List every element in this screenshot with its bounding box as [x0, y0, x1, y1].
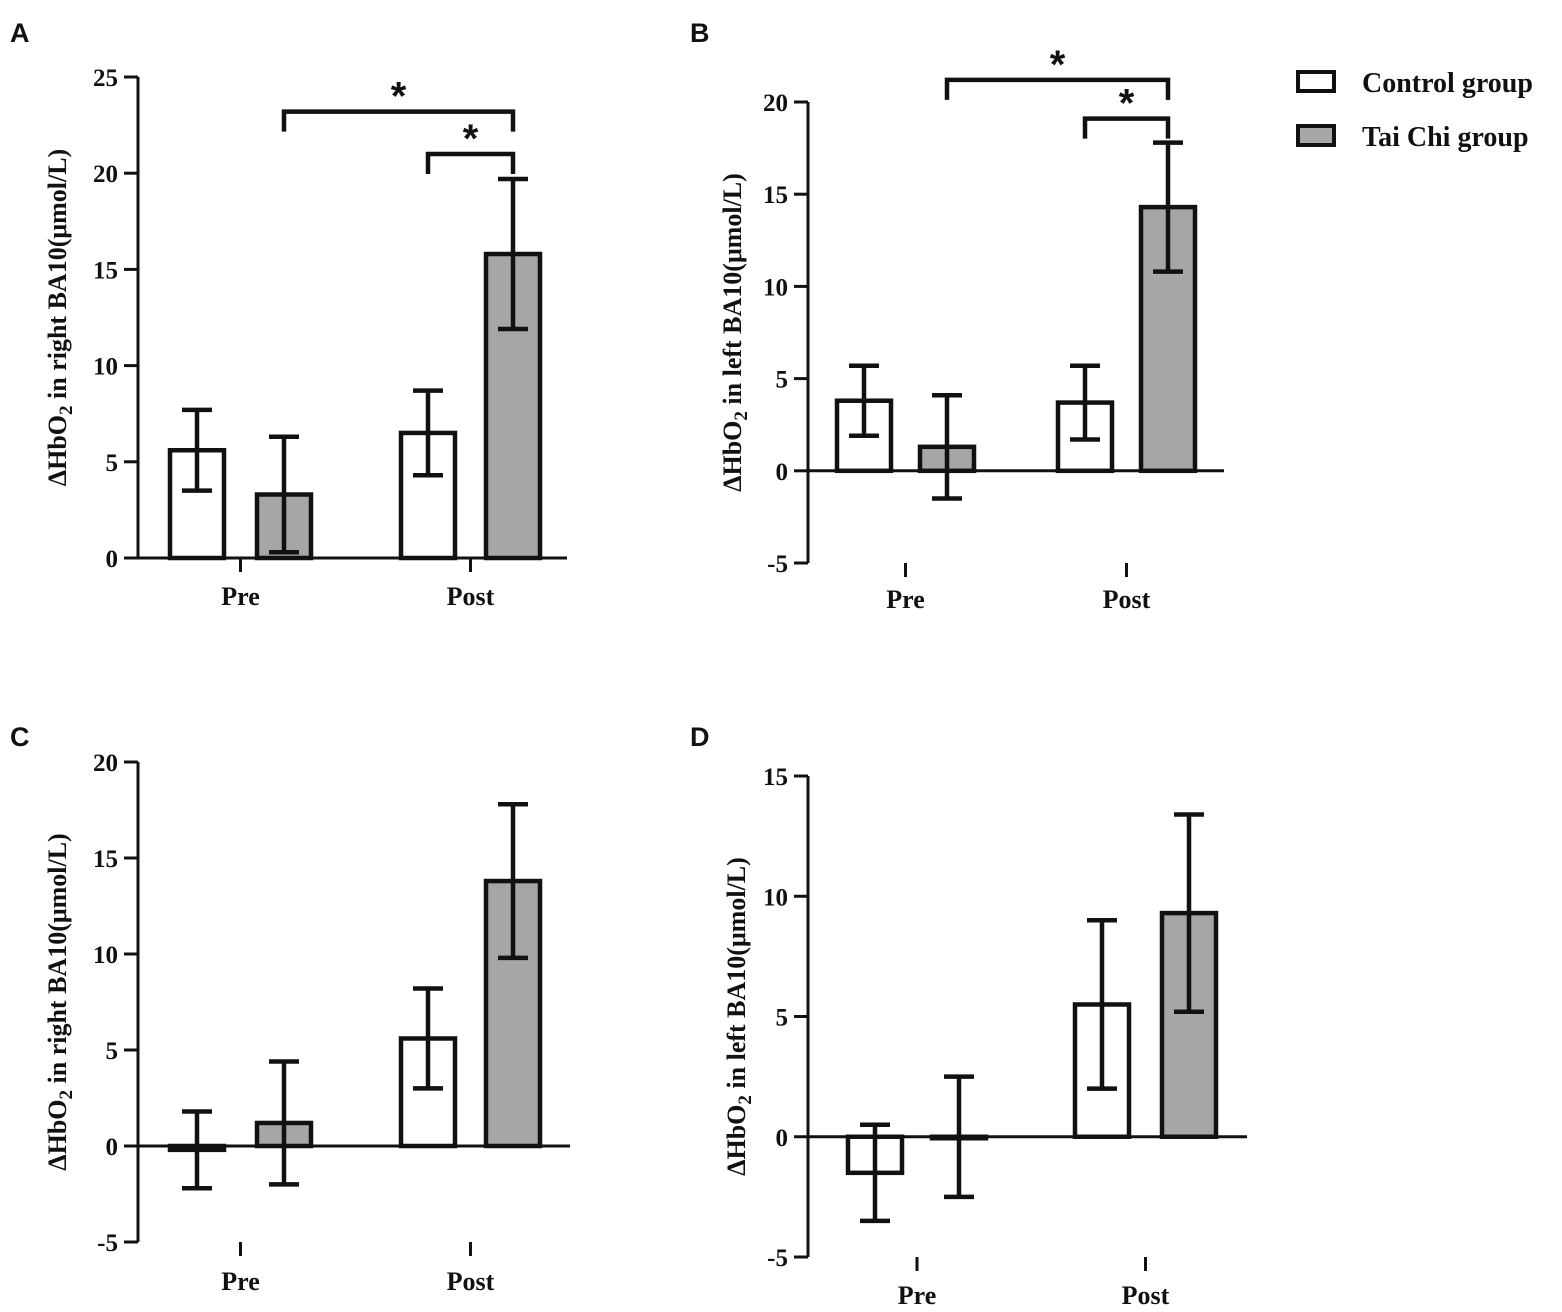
y-tick-label: 0: [776, 1125, 789, 1152]
x-category-label: Post: [447, 582, 495, 611]
y-tick-label: -5: [767, 1245, 788, 1272]
y-tick-label: 5: [776, 367, 789, 394]
y-axis-label-suffix: in left BA10(μmol/L): [718, 173, 747, 411]
x-category-label: Post: [447, 1267, 495, 1296]
y-tick-label: 10: [763, 884, 788, 911]
y-axis-label-suffix: in right BA10(μmol/L): [43, 833, 72, 1090]
x-category-label: Pre: [221, 582, 260, 611]
y-tick-label: 15: [763, 764, 788, 791]
y-axis-label: ΔHbO2 in right BA10(μmol/L): [43, 833, 77, 1170]
significance-bracket: [944, 77, 1171, 100]
y-axis-label-prefix: ΔHbO: [43, 415, 72, 486]
y-tick-label: 5: [106, 1038, 119, 1065]
chart-panel-a: A 0 5 10 15 20 25 Pre Post ΔHbO2 in right BA10(μm…: [10, 18, 567, 611]
significance-bracket: [1082, 116, 1171, 139]
significance-star: *: [1119, 82, 1135, 126]
panel-letter: D: [690, 722, 710, 752]
y-tick-label: 0: [776, 459, 789, 486]
y-tick-label: 15: [763, 182, 788, 209]
y-axis-label: ΔHbO2 in right BA10(μmol/L): [43, 149, 77, 486]
y-axis-label-suffix: in left BA10(μmol/L): [722, 857, 751, 1095]
y-axis-label-subscript: 2: [735, 1095, 756, 1105]
y-axis-label: ΔHbO2 in left BA10(μmol/L): [722, 857, 756, 1176]
y-tick-label: 0: [106, 1134, 119, 1161]
y-axis-label-prefix: ΔHbO: [43, 1099, 72, 1170]
significance-bracket: [425, 151, 516, 174]
bar-control-post: [398, 1036, 458, 1149]
y-axis-label-subscript: 2: [56, 1090, 77, 1100]
legend-label-taichi: Tai Chi group: [1362, 122, 1529, 153]
y-tick-label: 5: [106, 450, 119, 477]
panel-letter: A: [10, 18, 30, 48]
chart-panel-d: D -5 0 5 10 15 Pre Post ΔHbO2 in left BA10(μmol/…: [690, 722, 1247, 1310]
y-tick-label: 25: [93, 65, 118, 92]
x-category-label: Pre: [898, 1281, 937, 1310]
x-category-label: Pre: [886, 585, 925, 614]
y-axis-label-suffix: in right BA10(μmol/L): [43, 149, 72, 406]
significance-star: *: [1050, 43, 1066, 87]
legend-label-control: Control group: [1362, 68, 1533, 99]
y-tick-label: 15: [93, 846, 118, 873]
y-axis-label-subscript: 2: [56, 405, 77, 415]
y-tick-label: -5: [97, 1230, 118, 1257]
legend-swatch-taichi: [1296, 124, 1336, 147]
chart-panel-b: B -5 0 5 10 15 20 Pre Post ΔHbO2 in left BA10(μmo…: [690, 18, 1224, 614]
y-axis-label-subscript: 2: [731, 411, 752, 421]
chart-panel-c: C -5 0 5 10 15 20 Pre Post ΔHbO2 in right BA10(μm…: [10, 722, 570, 1296]
y-tick-label: 20: [93, 161, 118, 188]
significance-star: *: [463, 117, 479, 161]
legend: Control group Tai Chi group: [1296, 68, 1533, 153]
y-tick-label: 10: [93, 942, 118, 969]
legend-swatch-control: [1296, 70, 1336, 93]
y-axis-label-prefix: ΔHbO: [722, 1105, 751, 1176]
y-tick-label: 0: [106, 546, 119, 573]
y-tick-label: 15: [93, 257, 118, 284]
y-tick-label: 20: [763, 90, 788, 117]
y-tick-label: 10: [763, 274, 788, 301]
panel-letter: C: [10, 722, 30, 752]
panel-letter: B: [690, 18, 710, 48]
y-tick-label: 5: [776, 1005, 789, 1032]
x-category-label: Post: [1122, 1281, 1170, 1310]
y-tick-label: 10: [93, 354, 118, 381]
y-tick-label: -5: [767, 551, 788, 578]
y-tick-label: 20: [93, 750, 118, 777]
y-axis-label-prefix: ΔHbO: [718, 421, 747, 492]
x-category-label: Post: [1103, 585, 1151, 614]
y-axis-label: ΔHbO2 in left BA10(μmol/L): [718, 173, 752, 492]
significance-bracket: [281, 109, 516, 132]
significance-star: *: [391, 75, 407, 119]
x-category-label: Pre: [221, 1267, 260, 1296]
